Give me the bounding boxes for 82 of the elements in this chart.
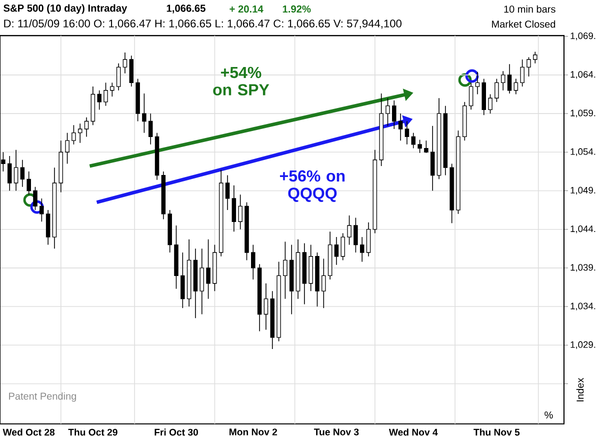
y-tick-label: 1,054. bbox=[570, 148, 596, 156]
candlestick bbox=[411, 132, 416, 149]
candlestick bbox=[7, 156, 12, 192]
candlestick bbox=[398, 113, 403, 141]
candlestick bbox=[232, 184, 236, 232]
candlestick bbox=[475, 71, 480, 95]
candlestick bbox=[283, 241, 288, 300]
candlestick bbox=[154, 132, 160, 180]
candlestick bbox=[225, 174, 230, 210]
candlestick bbox=[507, 64, 512, 94]
candlestick bbox=[500, 70, 506, 91]
x-tick-label: Thu Nov 5 bbox=[474, 428, 520, 436]
candlestick bbox=[436, 98, 442, 180]
candlestick bbox=[430, 125, 435, 192]
candlestick bbox=[90, 86, 96, 126]
candlestick bbox=[289, 244, 294, 315]
y-tick-label: 1,034. bbox=[570, 302, 596, 310]
y-tick-label: 1,029. bbox=[570, 341, 596, 349]
candlestick bbox=[404, 120, 410, 145]
y-tick-label: 1,039. bbox=[570, 264, 596, 272]
candlestick bbox=[129, 55, 134, 87]
x-tick-label: Tue Nov 3 bbox=[314, 428, 359, 436]
x-tick-label: Wed Oct 28 bbox=[2, 428, 55, 436]
candlestick bbox=[161, 171, 166, 220]
candlestick bbox=[462, 102, 467, 141]
candlestick bbox=[514, 78, 518, 95]
candlestick bbox=[218, 170, 224, 257]
candlestick bbox=[46, 210, 50, 246]
annotation: Patent Pending bbox=[9, 392, 76, 402]
x-tick-label: Thu Oct 29 bbox=[68, 428, 118, 436]
x-tick-label: Wed Nov 4 bbox=[388, 428, 438, 436]
annotation: +56% on QQQQ bbox=[280, 170, 345, 202]
candlestick bbox=[372, 149, 378, 234]
text: % bbox=[544, 412, 553, 419]
text: + 20.14 bbox=[230, 5, 264, 13]
y-tick-label: 1,064. bbox=[570, 71, 596, 79]
y-tick-label: 1,044. bbox=[570, 226, 596, 234]
candlestick bbox=[78, 123, 82, 144]
candlestick bbox=[14, 149, 18, 192]
candlestick bbox=[58, 140, 64, 193]
candlestick bbox=[122, 52, 128, 74]
candlestick bbox=[482, 78, 486, 116]
x-tick-label: Fri Oct 30 bbox=[154, 428, 198, 436]
candlestick bbox=[206, 238, 210, 300]
y-tick-label: 1,069. bbox=[570, 32, 596, 40]
text: Market Closed bbox=[492, 20, 556, 28]
text: 10 min bars bbox=[504, 5, 556, 13]
candlestick bbox=[193, 248, 198, 319]
candlestick bbox=[148, 113, 153, 145]
candlestick bbox=[116, 62, 121, 91]
candlestick bbox=[84, 117, 89, 138]
chart-title: S&P 500 (10 day) Intraday bbox=[4, 4, 128, 14]
candlestick bbox=[52, 167, 57, 250]
candlestick bbox=[186, 238, 192, 307]
chart-subtitle: D: 11/05/09 16:00 O: 1,066.47 H: 1,066.65 L: 1,066.47 C: 1,066.65 V: 57,944,100 bbox=[4, 19, 402, 29]
y-tick-label: 1,049. bbox=[570, 186, 596, 195]
candlestick bbox=[340, 232, 346, 261]
candlestick bbox=[257, 264, 262, 332]
candlestick bbox=[360, 236, 364, 262]
candlestick bbox=[533, 51, 538, 64]
text: 1,066.65 bbox=[166, 4, 206, 14]
candlestick bbox=[180, 252, 185, 308]
candlestick bbox=[296, 238, 300, 300]
candlestick bbox=[20, 159, 25, 188]
candlestick bbox=[366, 222, 371, 257]
candlestick bbox=[200, 248, 204, 315]
candlestick bbox=[302, 242, 307, 305]
candlestick bbox=[174, 225, 178, 290]
candlestick bbox=[468, 82, 474, 110]
y-tick-label: 1,059. bbox=[570, 110, 596, 118]
candlestick bbox=[328, 231, 332, 280]
annotation: +54% on SPY bbox=[213, 66, 270, 96]
candlestick bbox=[142, 93, 146, 134]
text: 1.92% bbox=[282, 5, 311, 13]
x-tick-label: Mon Nov 2 bbox=[230, 428, 278, 436]
candlestick bbox=[322, 258, 326, 308]
candlestick bbox=[334, 236, 339, 266]
candlestick bbox=[392, 100, 396, 130]
candlestick bbox=[443, 105, 448, 176]
candlestick bbox=[270, 290, 275, 350]
candlestick bbox=[264, 282, 268, 330]
y-axis-title: Index bbox=[576, 378, 584, 402]
